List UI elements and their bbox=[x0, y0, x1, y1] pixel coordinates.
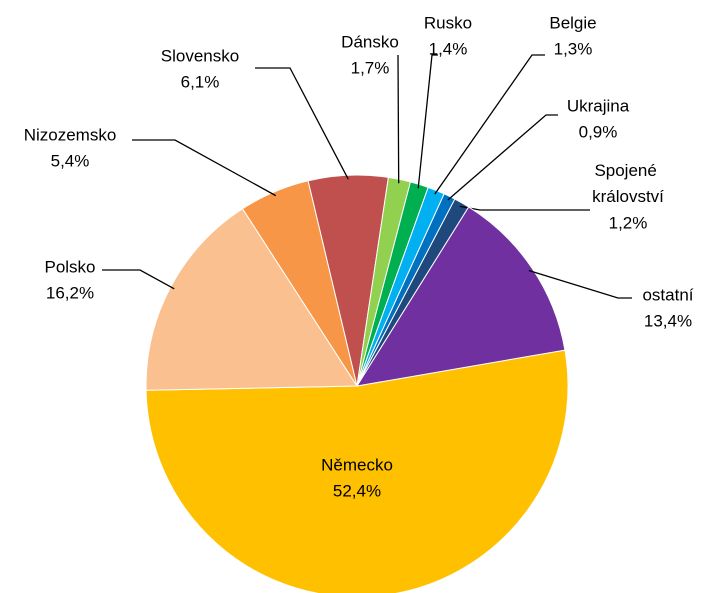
leader-line bbox=[528, 269, 632, 299]
value-label: 52,4% bbox=[333, 481, 381, 500]
slice-label: ostatní bbox=[642, 285, 693, 304]
slice-label: Spojené království bbox=[592, 161, 664, 206]
value-label: 13,4% bbox=[644, 311, 692, 330]
value-label: 0,9% bbox=[579, 122, 618, 141]
slice-label: Slovensko bbox=[161, 46, 239, 65]
slice-label: Dánsko bbox=[341, 32, 399, 51]
slice-label: Ukrajina bbox=[567, 96, 630, 115]
leader-line bbox=[132, 139, 277, 197]
value-label: 6,1% bbox=[181, 72, 220, 91]
value-label: 1,7% bbox=[351, 58, 390, 77]
leader-line bbox=[102, 269, 175, 290]
slice-label: Nizozemsko bbox=[24, 125, 117, 144]
leader-line bbox=[397, 54, 400, 184]
value-label: 1,4% bbox=[429, 39, 468, 58]
leader-line bbox=[434, 54, 545, 195]
slice-label: Rusko bbox=[424, 13, 472, 32]
slice-label: Německo bbox=[321, 455, 393, 474]
label-line: Spojené bbox=[594, 161, 661, 180]
leader-line bbox=[417, 54, 438, 189]
pie-slice bbox=[145, 349, 569, 593]
slice-label: Polsko bbox=[44, 257, 95, 276]
label-line: království bbox=[592, 187, 664, 206]
leader-line bbox=[447, 114, 558, 201]
value-label: 1,2% bbox=[609, 213, 648, 232]
pie-slice bbox=[355, 206, 566, 387]
value-label: 16,2% bbox=[46, 283, 94, 302]
value-label: 5,4% bbox=[51, 151, 90, 170]
leader-line bbox=[459, 205, 590, 211]
leader-line bbox=[255, 67, 349, 180]
value-label: 1,3% bbox=[554, 39, 593, 58]
slice-label: Belgie bbox=[549, 13, 596, 32]
